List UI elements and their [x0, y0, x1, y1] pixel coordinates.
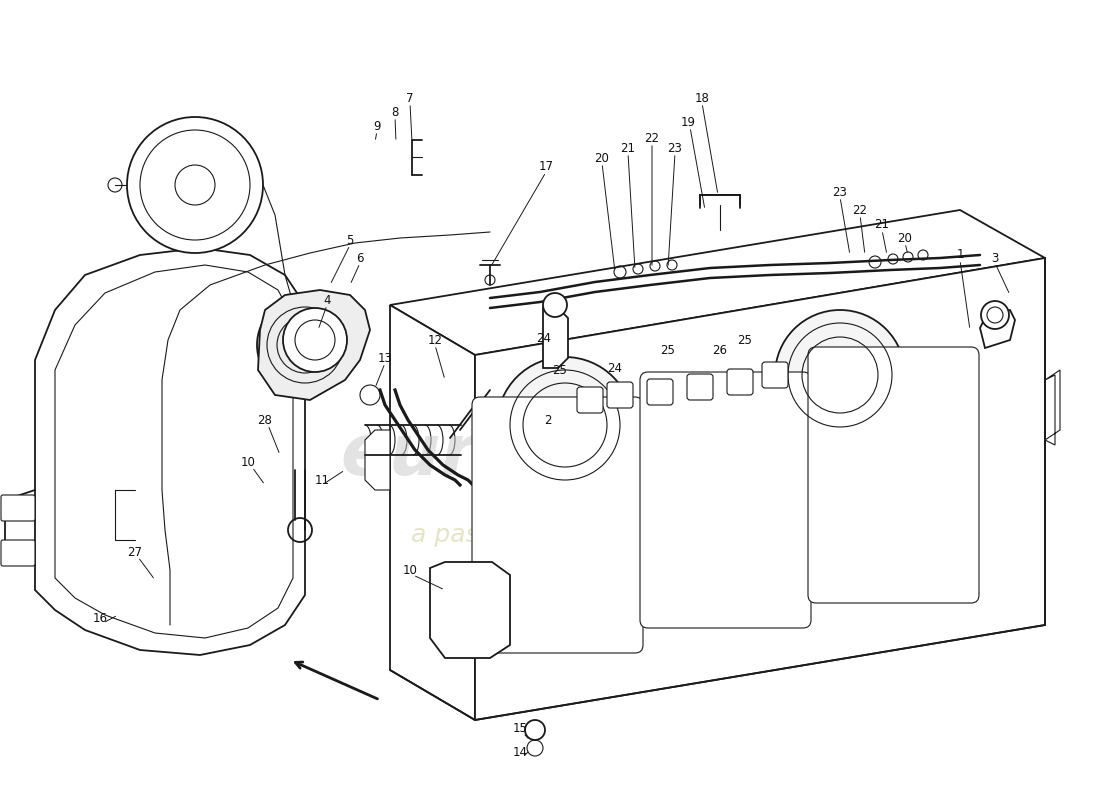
Text: europarts: europarts: [340, 421, 739, 490]
Text: 21: 21: [874, 218, 890, 231]
Text: 6: 6: [356, 251, 364, 265]
Circle shape: [543, 293, 566, 317]
Circle shape: [981, 301, 1009, 329]
Text: 2: 2: [544, 414, 552, 426]
Text: 28: 28: [257, 414, 273, 426]
Text: 5: 5: [346, 234, 354, 246]
FancyBboxPatch shape: [607, 382, 632, 408]
Text: 26: 26: [713, 343, 727, 357]
Text: 8: 8: [392, 106, 398, 118]
FancyBboxPatch shape: [1, 540, 35, 566]
Text: 3: 3: [991, 251, 999, 265]
Polygon shape: [365, 430, 390, 490]
Text: 22: 22: [852, 203, 868, 217]
Text: 20: 20: [595, 151, 609, 165]
Text: 27: 27: [128, 546, 143, 558]
Polygon shape: [390, 305, 475, 720]
FancyBboxPatch shape: [578, 387, 603, 413]
Text: 25: 25: [738, 334, 752, 346]
Text: 20: 20: [898, 231, 912, 245]
Text: 1: 1: [956, 249, 964, 262]
Circle shape: [257, 297, 353, 393]
FancyBboxPatch shape: [808, 347, 979, 603]
Polygon shape: [258, 290, 370, 400]
Circle shape: [497, 357, 632, 493]
Circle shape: [283, 308, 346, 372]
Polygon shape: [980, 310, 1015, 348]
Text: 25: 25: [552, 363, 568, 377]
Text: 7: 7: [406, 91, 414, 105]
FancyBboxPatch shape: [1, 495, 35, 521]
Text: 9: 9: [373, 119, 381, 133]
Text: 24: 24: [607, 362, 623, 374]
Text: 21: 21: [620, 142, 636, 154]
Text: 23: 23: [668, 142, 682, 154]
Text: 14: 14: [513, 746, 528, 758]
Text: 10: 10: [241, 455, 255, 469]
Text: 18: 18: [694, 91, 710, 105]
Polygon shape: [475, 258, 1045, 720]
Text: 12: 12: [428, 334, 442, 346]
FancyBboxPatch shape: [647, 379, 673, 405]
Text: 13: 13: [377, 351, 393, 365]
Text: 22: 22: [645, 131, 660, 145]
Polygon shape: [543, 308, 568, 368]
Circle shape: [126, 117, 263, 253]
Text: 19: 19: [681, 115, 695, 129]
Text: 24: 24: [537, 331, 551, 345]
Text: 25: 25: [661, 343, 675, 357]
FancyBboxPatch shape: [762, 362, 788, 388]
Text: 17: 17: [539, 159, 553, 173]
Circle shape: [776, 310, 905, 440]
Polygon shape: [1045, 370, 1060, 445]
FancyBboxPatch shape: [688, 374, 713, 400]
Text: 11: 11: [315, 474, 330, 486]
FancyBboxPatch shape: [472, 397, 644, 653]
Text: 10: 10: [403, 563, 417, 577]
Text: 4: 4: [323, 294, 331, 306]
Text: a passion for parts...: a passion for parts...: [411, 523, 669, 547]
Text: 15: 15: [513, 722, 527, 734]
FancyBboxPatch shape: [640, 372, 811, 628]
Text: 23: 23: [833, 186, 847, 198]
Polygon shape: [390, 210, 1045, 355]
FancyBboxPatch shape: [727, 369, 754, 395]
Polygon shape: [430, 562, 510, 658]
Text: 16: 16: [92, 611, 108, 625]
